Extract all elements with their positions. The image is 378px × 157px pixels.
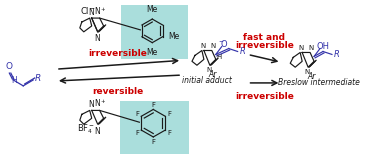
Text: F: F (167, 130, 172, 135)
Text: N: N (88, 100, 94, 109)
Text: N: N (206, 67, 211, 73)
Text: $\mathregular{N^+}$: $\mathregular{N^+}$ (94, 5, 107, 17)
Text: N: N (308, 45, 314, 51)
Text: F: F (151, 139, 155, 145)
Text: Ar: Ar (209, 70, 217, 79)
Text: R: R (240, 47, 245, 56)
FancyBboxPatch shape (119, 101, 189, 154)
Text: Me: Me (147, 5, 158, 14)
Text: OH: OH (316, 42, 330, 51)
Text: F: F (135, 111, 139, 117)
Text: O: O (6, 62, 13, 71)
Text: R: R (334, 50, 340, 59)
Text: BF$_4^-$: BF$_4^-$ (77, 122, 95, 136)
Text: O: O (220, 40, 227, 49)
Text: N: N (210, 43, 215, 49)
Text: initial adduct: initial adduct (182, 76, 232, 85)
Text: R: R (35, 74, 41, 84)
Text: F: F (167, 111, 172, 117)
Text: Cl$^-$: Cl$^-$ (80, 5, 96, 16)
Text: N: N (305, 69, 310, 75)
Text: Me: Me (147, 48, 158, 57)
Text: irreversible: irreversible (235, 41, 294, 49)
Text: H: H (216, 54, 222, 60)
Text: Breslow intermediate: Breslow intermediate (278, 78, 360, 87)
Text: irreversible: irreversible (88, 49, 147, 58)
Text: Me: Me (168, 32, 180, 41)
Text: Ar: Ar (307, 72, 315, 81)
Text: fast and: fast and (243, 33, 285, 42)
Text: reversible: reversible (92, 87, 143, 96)
Text: N: N (200, 43, 206, 49)
Text: H: H (11, 76, 17, 85)
Text: F: F (135, 130, 139, 135)
Text: N: N (299, 45, 304, 51)
FancyBboxPatch shape (121, 5, 188, 59)
Text: $^-$: $^-$ (217, 38, 225, 47)
Text: $\mathregular{N^+}$: $\mathregular{N^+}$ (94, 97, 107, 109)
Text: N: N (94, 127, 99, 136)
Text: F: F (151, 102, 155, 108)
Text: irreversible: irreversible (235, 92, 294, 101)
Text: N: N (88, 8, 94, 17)
Text: N: N (94, 34, 99, 43)
